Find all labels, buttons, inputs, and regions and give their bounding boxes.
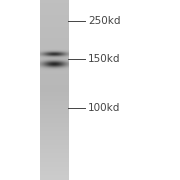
Text: 250kd: 250kd	[88, 16, 121, 26]
Text: 150kd: 150kd	[88, 53, 121, 64]
Text: 100kd: 100kd	[88, 103, 121, 113]
